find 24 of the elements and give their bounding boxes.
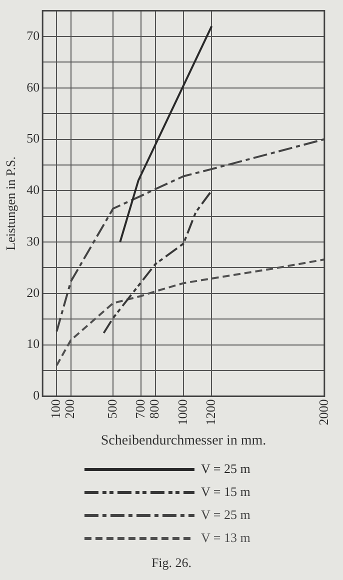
x-tick-label: 500 (104, 399, 120, 419)
x-tick-label: 800 (146, 399, 162, 419)
y-axis-title: Leistungen in P.S. (3, 156, 18, 250)
y-tick-label: 70 (26, 28, 40, 43)
y-tick-label: 20 (26, 284, 40, 300)
y-tick-label: 10 (26, 336, 40, 352)
y-tick-label: 50 (26, 130, 40, 146)
x-axis-title: Scheibendurchmesser in mm. (100, 433, 266, 448)
text: V = 13 m (200, 530, 250, 545)
text: V = 15 m (200, 484, 250, 499)
x-tick-label: 200 (62, 399, 78, 419)
x-tick-label: 100 (48, 399, 64, 419)
y-tick-label: 60 (26, 79, 40, 94)
x-tick-label: 2000 (316, 399, 331, 426)
y-tick-label: 40 (26, 182, 40, 198)
y-tick-label: 0 (33, 388, 40, 403)
x-tick-label: 1000 (174, 399, 190, 426)
text: V = 25 m (200, 506, 250, 522)
text: V = 25 m (200, 460, 250, 476)
line-series (102, 190, 213, 334)
x-tick-label: 700 (132, 399, 148, 419)
y-tick-label: 30 (26, 233, 40, 248)
caption: Fig. 26. (150, 555, 193, 571)
x-tick-label: 1200 (203, 399, 218, 426)
